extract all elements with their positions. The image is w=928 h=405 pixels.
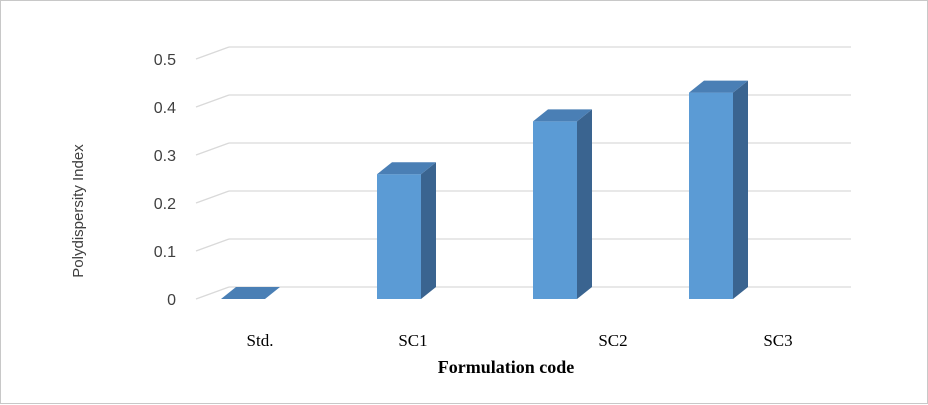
x-axis-title: Formulation code bbox=[438, 357, 575, 377]
bar-side bbox=[421, 162, 436, 299]
y-tick-label: 0.2 bbox=[154, 196, 176, 213]
y-tick-label: 0.4 bbox=[154, 100, 176, 117]
gridlines bbox=[195, 46, 851, 300]
bar-front bbox=[377, 174, 421, 299]
bar-sc1 bbox=[377, 162, 436, 299]
gridline-diagonal bbox=[195, 142, 230, 156]
x-category-label: Std. bbox=[247, 331, 274, 350]
x-category-label: SC3 bbox=[763, 331, 792, 350]
y-tick-label: 0 bbox=[167, 292, 176, 309]
bar-sc2 bbox=[533, 109, 592, 300]
bar-front bbox=[533, 121, 577, 300]
y-tick-label: 0.1 bbox=[154, 244, 176, 261]
bar-front bbox=[689, 92, 733, 299]
gridline-diagonal bbox=[195, 94, 230, 108]
bars bbox=[221, 80, 748, 300]
y-tick-label: 0.5 bbox=[154, 52, 176, 69]
bar-sc3 bbox=[689, 80, 748, 299]
x-category-label: SC1 bbox=[398, 331, 427, 350]
gridline-diagonal bbox=[195, 286, 230, 300]
bar-side bbox=[733, 80, 748, 299]
x-category-label: SC2 bbox=[598, 331, 627, 350]
gridline-diagonal bbox=[195, 238, 230, 252]
bar-top bbox=[221, 287, 280, 299]
x-axis-categories: Std. SC1 SC2 SC3 bbox=[247, 331, 793, 350]
bar-std bbox=[221, 287, 280, 299]
bar-top bbox=[689, 80, 748, 93]
y-axis-ticks: 0 0.1 0.2 0.3 0.4 0.5 bbox=[154, 52, 176, 309]
y-tick-label: 0.3 bbox=[154, 148, 176, 165]
y-axis-title: Polydispersity Index bbox=[70, 144, 87, 278]
gridline-diagonal bbox=[195, 46, 230, 60]
bar-side bbox=[577, 109, 592, 300]
bar-top bbox=[377, 162, 436, 175]
gridline-diagonal bbox=[195, 190, 230, 204]
bar-top bbox=[533, 109, 592, 122]
